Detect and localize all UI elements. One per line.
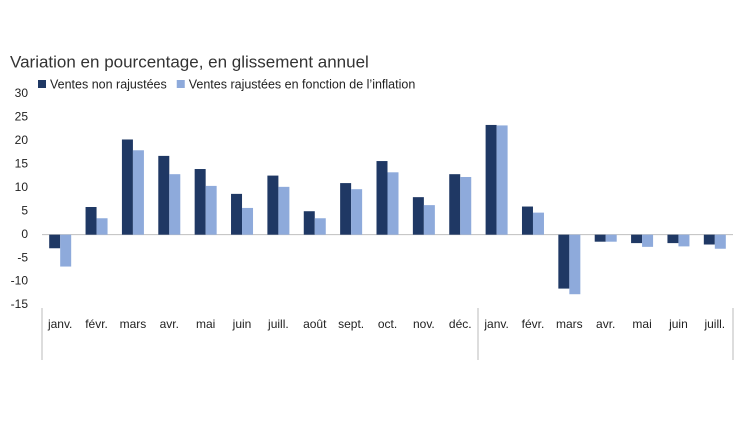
bar (460, 176, 472, 235)
x-tick-label: janv. (483, 317, 508, 331)
y-tick-label: -15 (11, 297, 29, 311)
bar (231, 193, 243, 235)
x-tick-label: juin (668, 317, 688, 331)
bar (678, 234, 690, 247)
bar (376, 161, 388, 235)
x-tick-label: janv. (47, 317, 72, 331)
bar (194, 169, 206, 235)
x-tick-label: nov. (413, 317, 435, 331)
y-tick-label: -5 (17, 250, 28, 264)
bar (314, 218, 326, 235)
bar (340, 183, 352, 235)
x-tick-label: juill. (267, 317, 289, 331)
y-tick-label: 0 (21, 227, 28, 241)
x-tick-label: déc. (449, 317, 472, 331)
bar (485, 124, 497, 235)
bar (558, 234, 570, 289)
x-tick-label: avr. (160, 317, 179, 331)
y-tick-label: 5 (21, 203, 28, 217)
bar (242, 207, 254, 235)
x-tick-label: févr. (522, 317, 545, 331)
bar (532, 212, 544, 235)
bar (169, 174, 181, 235)
x-tick-label: août (303, 317, 327, 331)
bar (278, 186, 290, 235)
chart-title: Variation en pourcentage, en glissement … (10, 52, 369, 71)
bar (132, 150, 144, 235)
x-tick-label: oct. (378, 317, 397, 331)
bar (631, 234, 643, 244)
bar (60, 234, 72, 267)
bar (205, 185, 217, 235)
x-tick-label: sept. (338, 317, 364, 331)
x-tick-label: juin (232, 317, 252, 331)
bar (449, 174, 461, 235)
bar (49, 234, 61, 249)
bar (158, 155, 170, 235)
bar (423, 205, 435, 235)
x-tick-label: avr. (596, 317, 615, 331)
x-tick-label: juill. (703, 317, 725, 331)
bar (667, 234, 679, 244)
bar (303, 211, 315, 235)
bar (351, 189, 363, 235)
x-tick-label: mai (632, 317, 651, 331)
bar (521, 206, 533, 235)
bar (496, 125, 508, 235)
x-tick-label: mars (556, 317, 583, 331)
legend-label: Ventes non rajustées (50, 77, 167, 91)
legend-label: Ventes rajustées en fonction de l’inflat… (189, 77, 416, 91)
bar (594, 234, 606, 242)
y-tick-label: 25 (15, 110, 29, 124)
y-tick-label: 20 (15, 133, 29, 147)
bar (85, 207, 97, 235)
x-tick-label: mars (120, 317, 147, 331)
bar (714, 234, 726, 249)
x-tick-label: févr. (85, 317, 108, 331)
legend-swatch (38, 80, 46, 88)
x-tick-label: mai (196, 317, 215, 331)
bar (569, 234, 581, 295)
y-tick-label: 30 (15, 86, 29, 100)
bar (267, 175, 279, 235)
bar (96, 218, 108, 235)
bar (642, 234, 654, 247)
legend-swatch (176, 80, 185, 88)
y-tick-label: -10 (11, 274, 29, 288)
bar (121, 139, 133, 235)
y-tick-label: 10 (15, 180, 29, 194)
bar (387, 172, 399, 235)
bar (703, 234, 715, 245)
bar (412, 197, 424, 235)
bar (605, 234, 617, 242)
y-tick-label: 15 (15, 157, 29, 171)
